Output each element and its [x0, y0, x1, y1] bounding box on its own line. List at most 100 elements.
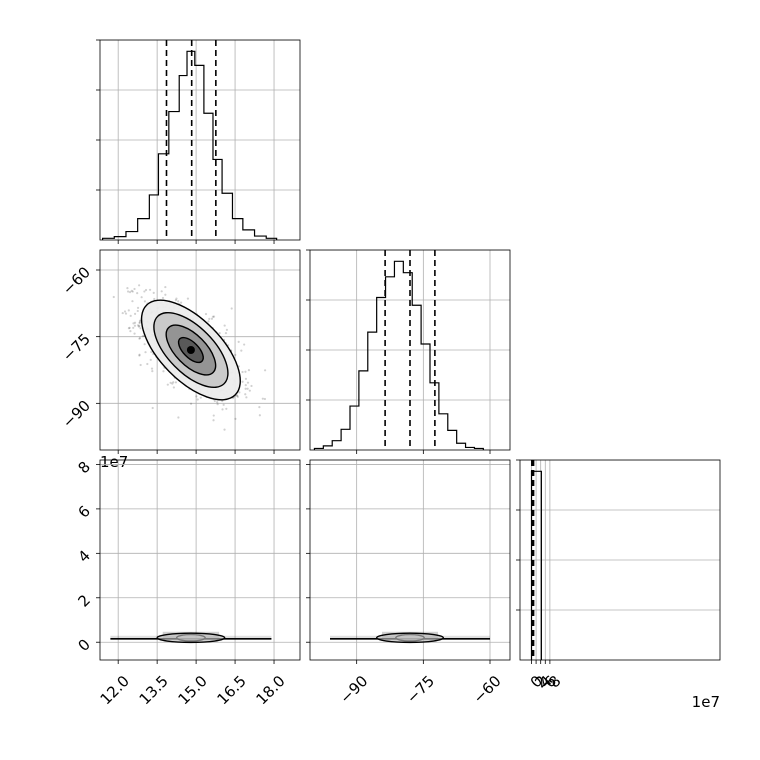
- sample-point: [150, 350, 153, 354]
- sample-point: [141, 335, 144, 338]
- sample-point: [136, 324, 140, 327]
- sample-point: [216, 401, 219, 404]
- sample-point: [169, 381, 172, 384]
- sample-point: [129, 314, 132, 317]
- sample-point: [207, 320, 210, 323]
- sample-point: [136, 292, 139, 295]
- sample-point: [212, 419, 215, 422]
- axis-offset-label: 1e7: [692, 693, 720, 711]
- sample-point: [139, 363, 142, 367]
- sample-point: [151, 370, 154, 373]
- sample-point: [212, 414, 215, 417]
- sample-point: [112, 295, 115, 299]
- sample-point: [180, 301, 183, 304]
- sample-point: [171, 382, 174, 385]
- sample-point: [223, 324, 226, 327]
- sample-point: [261, 397, 264, 400]
- sample-point: [225, 328, 229, 331]
- sample-point: [132, 326, 135, 329]
- sample-point: [131, 300, 134, 303]
- sample-point: [132, 322, 135, 325]
- sample-point: [212, 315, 216, 318]
- sample-point: [138, 336, 142, 340]
- sample-point: [224, 332, 228, 335]
- sample-point: [151, 406, 154, 410]
- axes-frame: [99, 249, 301, 451]
- sample-point: [250, 384, 253, 388]
- sample-point: [138, 284, 141, 287]
- sample-point: [150, 367, 154, 370]
- sample-point: [221, 408, 224, 411]
- sample-point: [247, 369, 251, 372]
- sample-point: [149, 358, 152, 361]
- sample-point: [152, 291, 155, 295]
- sample-point: [136, 306, 140, 309]
- sample-point: [127, 327, 130, 330]
- sample-point: [244, 377, 248, 380]
- sample-point: [139, 327, 142, 330]
- sample-point: [138, 321, 141, 325]
- sample-point: [133, 287, 136, 291]
- sample-point: [236, 395, 239, 398]
- axes-frame: [99, 459, 301, 661]
- sample-point: [234, 353, 237, 357]
- sample-point: [146, 362, 149, 366]
- sample-point: [189, 402, 193, 405]
- sample-point: [236, 394, 239, 397]
- sample-point: [244, 384, 247, 387]
- sample-point: [204, 312, 208, 316]
- panel-hist-p2: [306, 249, 511, 454]
- sample-point: [263, 397, 267, 401]
- sample-point: [143, 300, 146, 303]
- sample-point: [126, 286, 129, 290]
- sample-point: [245, 396, 248, 399]
- sample-point: [243, 343, 246, 346]
- sample-point: [128, 326, 131, 329]
- panel-hist-p1: [96, 39, 301, 244]
- sample-point: [225, 407, 228, 410]
- sample-point: [138, 324, 141, 327]
- density-contour: [156, 632, 226, 644]
- sample-point: [128, 291, 132, 294]
- sample-point: [144, 288, 148, 292]
- sample-point: [199, 396, 202, 399]
- sample-point: [246, 381, 250, 384]
- sample-point: [195, 395, 198, 398]
- sample-point: [211, 315, 215, 318]
- sample-point: [126, 290, 130, 293]
- sample-point: [241, 370, 244, 374]
- sample-point: [186, 297, 190, 300]
- axes-frame: [309, 459, 511, 661]
- sample-point: [258, 405, 261, 409]
- sample-point: [160, 290, 163, 293]
- sample-point: [138, 354, 141, 357]
- density-peak: [186, 346, 195, 354]
- sample-point: [124, 312, 128, 315]
- sample-point: [235, 394, 238, 397]
- sample-point: [140, 296, 143, 299]
- sample-point: [208, 317, 211, 320]
- sample-point: [237, 340, 240, 343]
- sample-point: [234, 417, 237, 420]
- sample-point: [258, 414, 261, 417]
- sample-point: [222, 403, 225, 406]
- sample-point: [196, 398, 199, 401]
- sample-point: [248, 389, 251, 392]
- sample-point: [174, 381, 178, 384]
- sample-point: [144, 351, 147, 354]
- sample-point: [123, 310, 127, 313]
- sample-point: [172, 386, 175, 389]
- sample-point: [210, 317, 214, 320]
- sample-point: [244, 370, 247, 373]
- sample-point: [218, 331, 221, 335]
- sample-point: [238, 391, 241, 394]
- sample-point: [240, 349, 243, 352]
- sample-point: [263, 369, 267, 372]
- sample-point: [137, 325, 141, 328]
- sample-point: [153, 297, 156, 301]
- sample-point: [131, 290, 134, 293]
- sample-point: [138, 321, 141, 324]
- sample-point: [133, 332, 136, 335]
- sample-point: [241, 380, 244, 383]
